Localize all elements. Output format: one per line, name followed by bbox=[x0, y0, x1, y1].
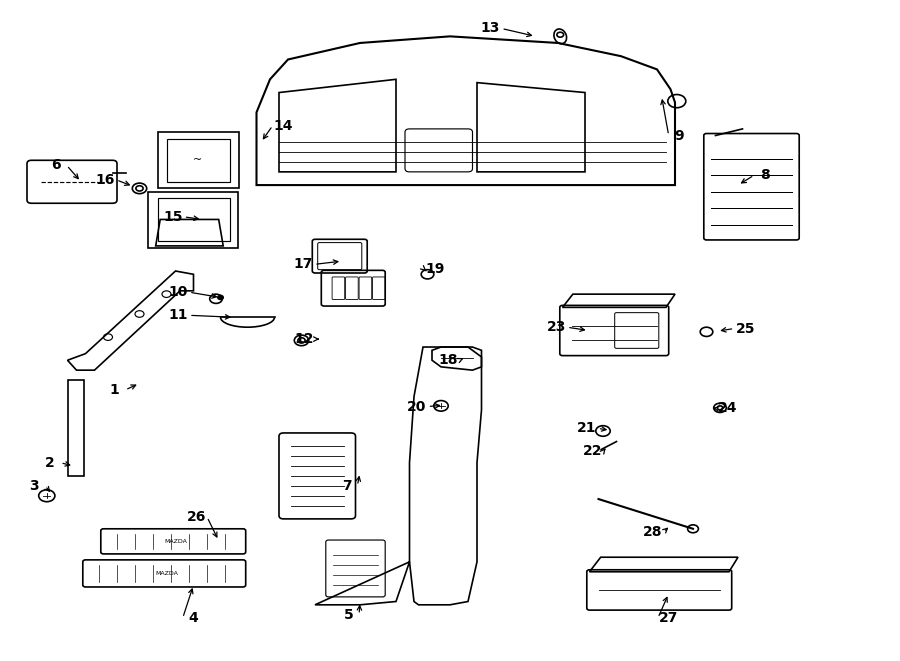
Text: 5: 5 bbox=[344, 607, 353, 622]
Text: 20: 20 bbox=[407, 399, 427, 414]
Text: 14: 14 bbox=[274, 118, 293, 133]
Text: 25: 25 bbox=[735, 321, 755, 336]
Text: ~: ~ bbox=[194, 155, 202, 165]
Text: 24: 24 bbox=[717, 401, 737, 416]
Bar bbox=[68, 380, 84, 476]
Text: 22: 22 bbox=[582, 444, 602, 459]
Text: MAZDA: MAZDA bbox=[164, 539, 187, 544]
Bar bbox=[148, 192, 238, 248]
Text: 15: 15 bbox=[163, 210, 183, 224]
Text: 10: 10 bbox=[168, 285, 188, 299]
Text: 8: 8 bbox=[760, 168, 770, 182]
Text: 6: 6 bbox=[51, 158, 60, 173]
Text: 16: 16 bbox=[95, 173, 115, 187]
Text: 26: 26 bbox=[186, 510, 206, 524]
Text: 21: 21 bbox=[577, 421, 597, 436]
Text: 7: 7 bbox=[342, 479, 351, 493]
Text: 19: 19 bbox=[425, 262, 445, 276]
Text: 28: 28 bbox=[643, 525, 662, 539]
Text: MAZDA: MAZDA bbox=[155, 571, 178, 576]
Text: 3: 3 bbox=[30, 479, 39, 493]
Text: 11: 11 bbox=[168, 308, 188, 323]
Text: 17: 17 bbox=[293, 257, 313, 272]
Text: 23: 23 bbox=[546, 320, 566, 334]
Text: 1: 1 bbox=[110, 383, 119, 397]
Text: 2: 2 bbox=[45, 455, 54, 470]
Text: 13: 13 bbox=[481, 21, 500, 36]
Text: 9: 9 bbox=[675, 128, 684, 143]
Text: 18: 18 bbox=[438, 353, 458, 368]
Bar bbox=[158, 132, 239, 188]
Text: 4: 4 bbox=[189, 611, 198, 625]
Circle shape bbox=[218, 295, 223, 299]
Bar bbox=[166, 139, 230, 182]
Text: 27: 27 bbox=[659, 611, 679, 625]
Bar bbox=[158, 198, 230, 241]
Text: 12: 12 bbox=[294, 332, 314, 346]
